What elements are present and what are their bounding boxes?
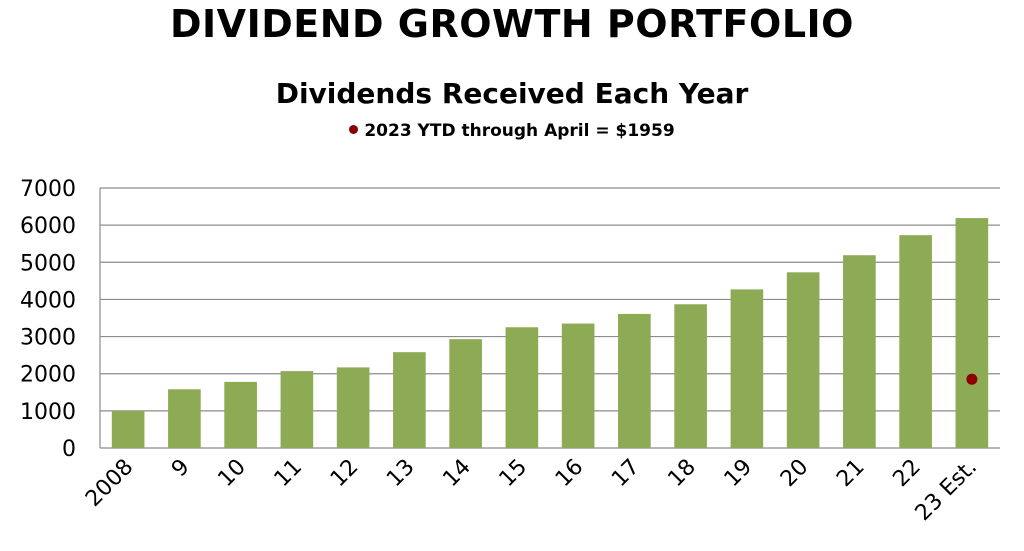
y-tick-label: 7000 [20, 177, 76, 202]
x-tick-label: 15 [495, 455, 532, 492]
x-tick-label: 18 [663, 455, 700, 492]
x-tick-label: 17 [607, 455, 644, 492]
bar [730, 289, 764, 448]
y-tick-label: 1000 [20, 400, 76, 425]
page-title: DIVIDEND GROWTH PORTFOLIO [170, 2, 854, 46]
bar [561, 323, 595, 448]
y-tick-label: 0 [62, 437, 76, 462]
ytd-marker-point [966, 373, 978, 385]
bar [955, 218, 989, 448]
x-tick-label: 16 [551, 455, 588, 492]
x-tick-label: 9 [167, 455, 195, 483]
x-tick-label: 19 [720, 455, 757, 492]
bar [505, 327, 539, 448]
x-tick-label: 23 Est. [911, 455, 982, 526]
x-tick-label: 2008 [81, 455, 138, 512]
y-tick-label: 5000 [20, 251, 76, 276]
bar [899, 235, 932, 448]
x-tick-label: 13 [382, 455, 419, 492]
bar [168, 389, 201, 448]
chart-annotation: 2023 YTD through April = $1959 [0, 121, 1024, 141]
x-tick-label: 21 [832, 455, 869, 492]
x-tick-label: 20 [776, 455, 813, 492]
annotation-text: 2023 YTD through April = $1959 [364, 121, 675, 141]
y-tick-label: 2000 [20, 363, 76, 388]
y-tick-label: 6000 [20, 214, 76, 239]
bar [280, 371, 314, 448]
bar [224, 381, 257, 448]
bar [393, 352, 426, 448]
bar [618, 313, 651, 448]
bar [449, 339, 482, 448]
x-tick-label: 12 [326, 455, 363, 492]
x-tick-label: 11 [270, 455, 307, 492]
x-tick-label: 22 [888, 455, 925, 492]
y-tick-label: 3000 [20, 326, 76, 351]
bar [843, 255, 876, 448]
chart-title: Dividends Received Each Year [275, 77, 749, 110]
x-tick-label: 14 [438, 455, 475, 492]
x-tick-label: 10 [213, 455, 250, 492]
marker-legend-dot [349, 124, 359, 134]
bar [674, 304, 707, 448]
bar [111, 410, 145, 448]
bar [336, 367, 370, 448]
bar [786, 272, 820, 448]
y-tick-label: 4000 [20, 288, 76, 313]
